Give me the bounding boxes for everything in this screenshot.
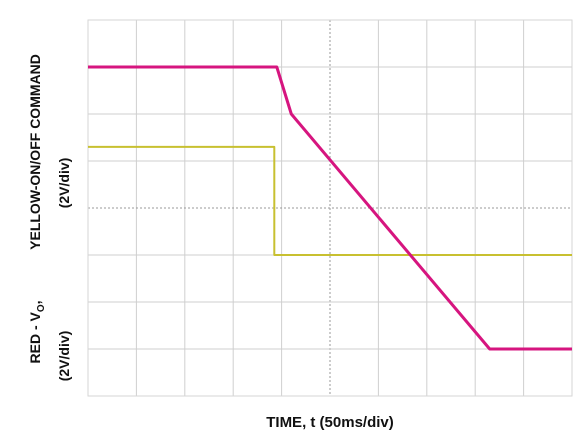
x-axis-label: TIME, t (50ms/div): [266, 414, 394, 431]
series-line-yellow: [88, 145, 572, 256]
series-line-red: [88, 65, 572, 351]
plot-frame: [87, 19, 573, 397]
y-axis-label-bottom-separator: ,: [27, 300, 43, 304]
y-axis-label-bottom-subscript: O: [36, 304, 47, 312]
y-axis-label-top: YELLOW-ON/OFF COMMAND: [27, 54, 43, 250]
series-group: [88, 65, 572, 351]
chart-grid: [88, 20, 572, 396]
y-axis-label-bottom-unit: (2V/div): [56, 331, 72, 382]
y-axis-label-top-unit: (2V/div): [56, 158, 72, 209]
y-axis-label-bottom: RED - VO,: [27, 300, 47, 363]
y-axis-label-bottom-main: RED - V: [27, 312, 43, 364]
